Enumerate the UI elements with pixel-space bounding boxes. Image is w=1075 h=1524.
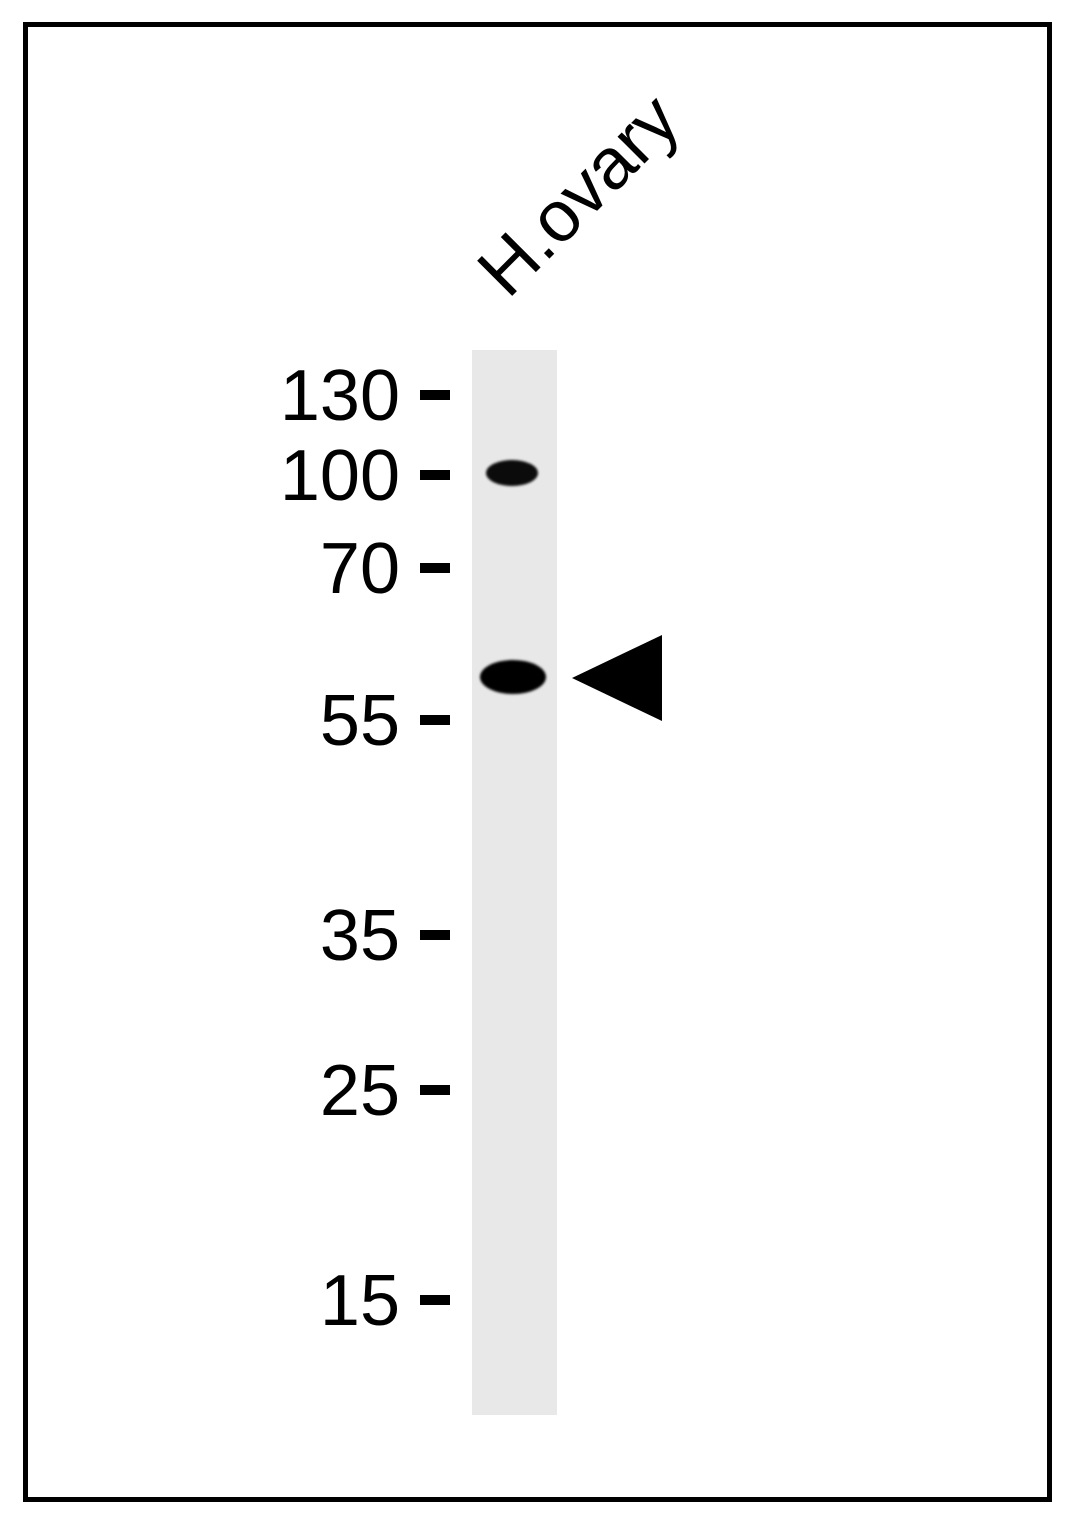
- ladder-label: 35: [320, 895, 400, 977]
- blot-lane: [472, 350, 557, 1415]
- ladder-label: 130: [280, 355, 400, 437]
- blot-band: [486, 460, 538, 486]
- ladder-tick: [420, 1085, 450, 1095]
- ladder-label: 25: [320, 1050, 400, 1132]
- ladder-tick: [420, 470, 450, 480]
- ladder-tick: [420, 1295, 450, 1305]
- ladder-tick: [420, 563, 450, 573]
- ladder-tick: [420, 715, 450, 725]
- blot-band: [480, 660, 546, 694]
- ladder-tick: [420, 390, 450, 400]
- ladder-label: 100: [280, 435, 400, 517]
- ladder-tick: [420, 930, 450, 940]
- ladder-label: 55: [320, 680, 400, 762]
- ladder-label: 70: [320, 528, 400, 610]
- ladder-label: 15: [320, 1260, 400, 1342]
- arrow-icon: [572, 635, 662, 721]
- target-arrow: [572, 635, 662, 721]
